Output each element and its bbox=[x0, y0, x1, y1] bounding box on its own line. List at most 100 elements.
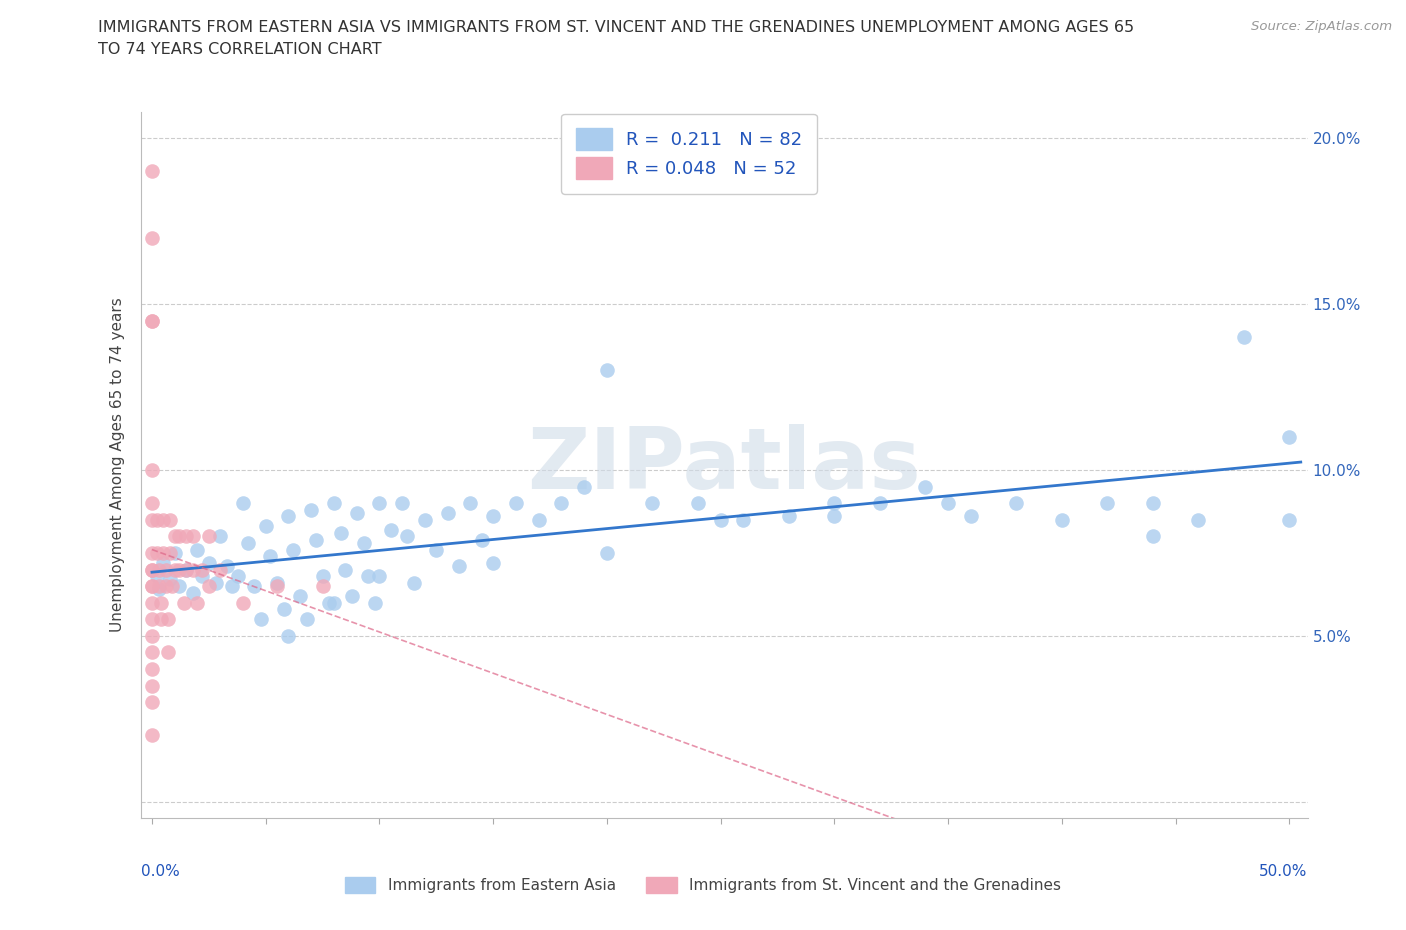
Point bbox=[141, 612, 163, 627]
Point bbox=[318, 595, 340, 610]
Point bbox=[141, 512, 163, 527]
Point bbox=[281, 542, 304, 557]
Point bbox=[299, 502, 322, 517]
Point bbox=[148, 582, 170, 597]
Point bbox=[1097, 496, 1119, 511]
Point bbox=[1050, 512, 1073, 527]
Point bbox=[1278, 512, 1301, 527]
Point bbox=[425, 542, 447, 557]
Point bbox=[141, 562, 163, 577]
Point bbox=[145, 569, 167, 584]
Point bbox=[572, 479, 595, 494]
Text: TO 74 YEARS CORRELATION CHART: TO 74 YEARS CORRELATION CHART bbox=[98, 42, 382, 57]
Point bbox=[155, 578, 177, 593]
Point bbox=[914, 479, 936, 494]
Point bbox=[141, 578, 163, 593]
Point bbox=[145, 546, 167, 561]
Point bbox=[191, 562, 214, 577]
Point bbox=[1187, 512, 1209, 527]
Point bbox=[254, 519, 277, 534]
Point bbox=[1005, 496, 1028, 511]
Point bbox=[215, 559, 238, 574]
Point bbox=[141, 231, 163, 246]
Point bbox=[198, 529, 221, 544]
Point bbox=[169, 578, 191, 593]
Point bbox=[364, 595, 387, 610]
Point bbox=[145, 512, 167, 527]
Point bbox=[152, 512, 174, 527]
Point bbox=[141, 728, 163, 743]
Point bbox=[413, 512, 436, 527]
Point bbox=[141, 678, 163, 693]
Point bbox=[380, 523, 402, 538]
Point bbox=[596, 546, 619, 561]
Point bbox=[823, 496, 845, 511]
Point bbox=[141, 562, 163, 577]
Point bbox=[482, 509, 505, 524]
Point bbox=[228, 569, 250, 584]
Point bbox=[141, 661, 163, 676]
Point bbox=[162, 578, 184, 593]
Point bbox=[368, 496, 391, 511]
Point bbox=[236, 536, 259, 551]
Point bbox=[141, 578, 163, 593]
Text: ZIPatlas: ZIPatlas bbox=[527, 423, 921, 507]
Legend: Immigrants from Eastern Asia, Immigrants from St. Vincent and the Grenadines: Immigrants from Eastern Asia, Immigrants… bbox=[339, 870, 1067, 899]
Point bbox=[353, 536, 375, 551]
Point bbox=[295, 612, 318, 627]
Point bbox=[209, 562, 232, 577]
Point bbox=[155, 562, 177, 577]
Text: 0.0%: 0.0% bbox=[141, 864, 180, 880]
Point bbox=[232, 496, 254, 511]
Text: Source: ZipAtlas.com: Source: ZipAtlas.com bbox=[1251, 20, 1392, 33]
Point bbox=[141, 629, 163, 644]
Point bbox=[277, 509, 299, 524]
Point bbox=[335, 562, 357, 577]
Point bbox=[305, 532, 328, 547]
Point bbox=[288, 589, 311, 604]
Point bbox=[152, 546, 174, 561]
Point bbox=[141, 645, 163, 660]
Point bbox=[141, 695, 163, 710]
Point bbox=[232, 595, 254, 610]
Point bbox=[323, 595, 346, 610]
Point bbox=[141, 496, 163, 511]
Text: IMMIGRANTS FROM EASTERN ASIA VS IMMIGRANTS FROM ST. VINCENT AND THE GRENADINES U: IMMIGRANTS FROM EASTERN ASIA VS IMMIGRAN… bbox=[98, 20, 1135, 35]
Point bbox=[148, 562, 170, 577]
Point bbox=[311, 578, 333, 593]
Point bbox=[357, 569, 380, 584]
Point bbox=[141, 313, 163, 328]
Point bbox=[174, 562, 197, 577]
Point bbox=[340, 589, 363, 604]
Point bbox=[311, 569, 333, 584]
Point bbox=[141, 164, 163, 179]
Point bbox=[402, 576, 425, 591]
Point bbox=[156, 645, 179, 660]
Point bbox=[169, 529, 191, 544]
Point bbox=[141, 546, 163, 561]
Point bbox=[460, 496, 482, 511]
Point bbox=[436, 506, 458, 521]
Point bbox=[159, 546, 181, 561]
Point bbox=[449, 559, 471, 574]
Point bbox=[169, 562, 191, 577]
Point bbox=[163, 562, 186, 577]
Point bbox=[181, 529, 204, 544]
Point bbox=[273, 602, 295, 617]
Point bbox=[960, 509, 983, 524]
Point bbox=[141, 313, 163, 328]
Point bbox=[368, 569, 391, 584]
Point bbox=[141, 595, 163, 610]
Point bbox=[391, 496, 413, 511]
Point bbox=[323, 496, 346, 511]
Point bbox=[148, 578, 170, 593]
Point bbox=[505, 496, 527, 511]
Point bbox=[527, 512, 550, 527]
Point bbox=[823, 509, 845, 524]
Point bbox=[181, 585, 204, 600]
Point bbox=[159, 572, 181, 587]
Point bbox=[936, 496, 959, 511]
Point bbox=[1142, 529, 1164, 544]
Point bbox=[174, 529, 197, 544]
Point bbox=[1278, 430, 1301, 445]
